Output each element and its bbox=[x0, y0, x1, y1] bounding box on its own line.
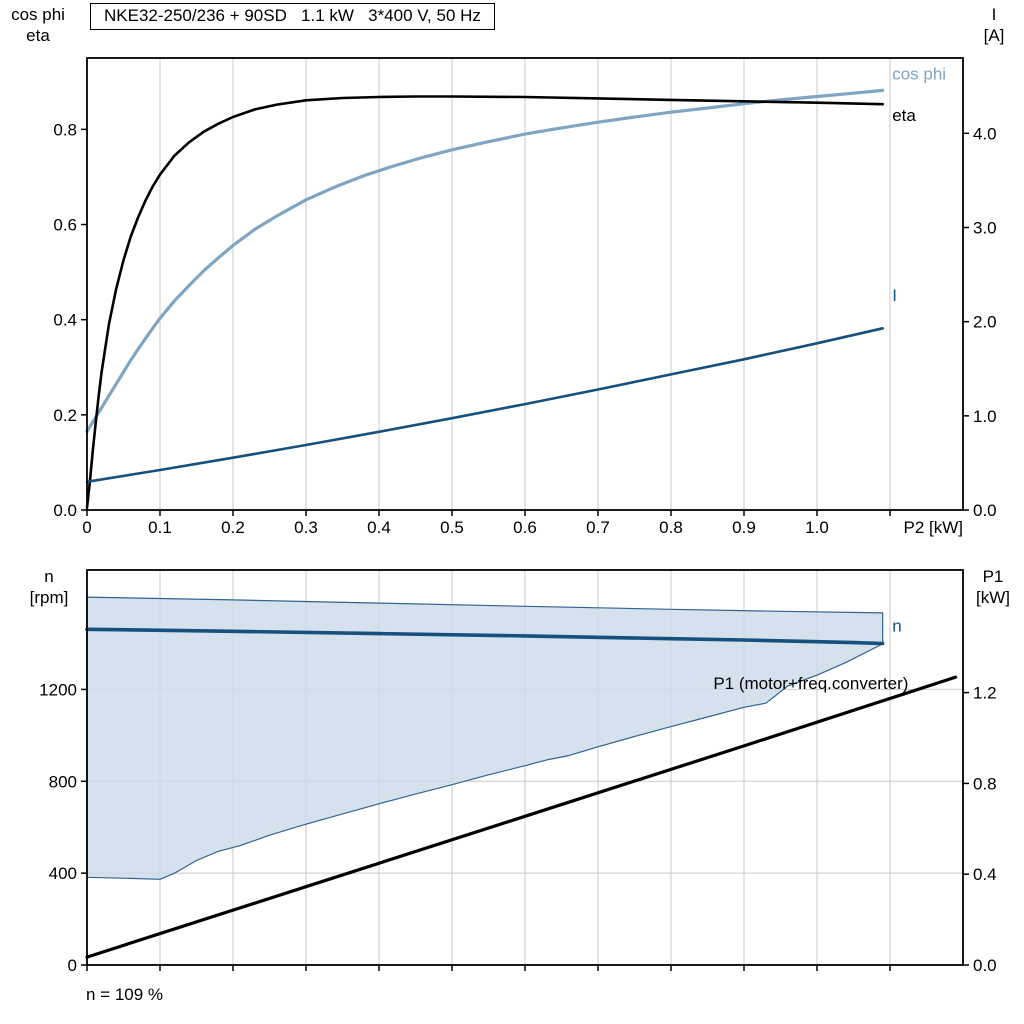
upper-right-axis-title: I [A] bbox=[968, 4, 1020, 46]
y-right-tick-label: 0.4 bbox=[973, 865, 997, 884]
x-tick-label: 0.5 bbox=[440, 518, 464, 537]
speed-percentage-note: n = 109 % bbox=[86, 985, 164, 1004]
axis-title-current-unit: [A] bbox=[983, 26, 1005, 45]
axis-title-speed-unit: [rpm] bbox=[29, 588, 69, 607]
y-left-tick-label: 0.2 bbox=[53, 406, 77, 425]
x-axis-label: P2 [kW] bbox=[903, 518, 963, 537]
y-right-tick-label: 3.0 bbox=[973, 219, 997, 238]
axis-ticks-and-labels: 0 400 800 1200 0.0 0.4 0.8 1.2 bbox=[39, 680, 996, 975]
speed-control-range-band bbox=[86, 596, 884, 880]
y-right-tick-label: 0.8 bbox=[973, 774, 997, 793]
x-tick-label: 0.4 bbox=[367, 518, 391, 537]
x-tick-label: 1.0 bbox=[805, 518, 829, 537]
y-right-tick-label: 1.2 bbox=[973, 684, 997, 703]
curve-label-current: I bbox=[892, 286, 897, 305]
x-tick-label: 0.8 bbox=[659, 518, 683, 537]
lower-chart-canvas: 0 400 800 1200 0.0 0.4 0.8 1.2 n P1 (motor+freq.c… bbox=[39, 569, 997, 975]
x-tick-label: 0.9 bbox=[732, 518, 756, 537]
y-right-tick-label: 0.0 bbox=[973, 956, 997, 975]
curve-label-cos-phi: cos phi bbox=[892, 64, 946, 83]
y-left-tick-label: 0.6 bbox=[53, 216, 77, 235]
y-left-tick-label: 0 bbox=[68, 956, 77, 975]
x-tick-label: 0.2 bbox=[221, 518, 245, 537]
lower-left-axis-title: n [rpm] bbox=[18, 566, 80, 608]
lower-right-axis-title: P1 [kW] bbox=[966, 566, 1020, 608]
y-right-tick-label: 2.0 bbox=[973, 313, 997, 332]
axis-ticks-and-labels: 0.0 0.2 0.4 0.6 0.8 0.0 1.0 2.0 3.0 4.0 0 0.1 0.2 0.3… bbox=[53, 120, 996, 537]
axis-title-eta: eta bbox=[26, 26, 50, 45]
curve-label-speed: n bbox=[892, 617, 901, 636]
series-speed bbox=[85, 627, 885, 646]
x-tick-label: 0.3 bbox=[294, 518, 318, 537]
x-tick-label: 0.6 bbox=[513, 518, 537, 537]
axis-title-speed: n bbox=[44, 567, 54, 586]
axis-title-current: I bbox=[991, 5, 997, 24]
x-tick-label: 0.1 bbox=[148, 518, 172, 537]
axis-title-p1: P1 bbox=[982, 567, 1004, 586]
y-right-tick-label: 1.0 bbox=[973, 407, 997, 426]
axis-title-cos-phi: cos phi bbox=[11, 5, 65, 24]
series-cos-phi bbox=[85, 88, 885, 434]
y-left-tick-label: 1200 bbox=[39, 680, 77, 699]
gridlines bbox=[159, 58, 891, 510]
series-current bbox=[85, 326, 885, 484]
y-left-tick-label: 0.4 bbox=[53, 311, 77, 330]
series-eta bbox=[85, 95, 885, 509]
curve-label-p1: P1 (motor+freq.converter) bbox=[713, 674, 908, 693]
chart-title: NKE32-250/236 + 90SD 1.1 kW 3*400 V, 50 … bbox=[90, 3, 495, 30]
y-left-tick-label: 0.8 bbox=[53, 120, 77, 139]
y-right-tick-label: 0.0 bbox=[973, 501, 997, 520]
axis-title-p1-unit: [kW] bbox=[976, 588, 1010, 607]
y-left-tick-label: 400 bbox=[49, 864, 77, 883]
x-tick-label: 0 bbox=[82, 518, 91, 537]
y-left-tick-label: 0.0 bbox=[53, 501, 77, 520]
y-right-tick-label: 4.0 bbox=[973, 124, 997, 143]
x-tick-label: 0.7 bbox=[586, 518, 610, 537]
series-p1 bbox=[85, 675, 958, 959]
y-left-tick-label: 800 bbox=[49, 772, 77, 791]
upper-chart-canvas: 0.0 0.2 0.4 0.6 0.8 0.0 1.0 2.0 3.0 4.0 0 0.1 0.2 0.3… bbox=[53, 57, 997, 537]
curve-label-eta: eta bbox=[892, 106, 916, 125]
upper-left-axis-title: cos phi eta bbox=[0, 4, 76, 46]
